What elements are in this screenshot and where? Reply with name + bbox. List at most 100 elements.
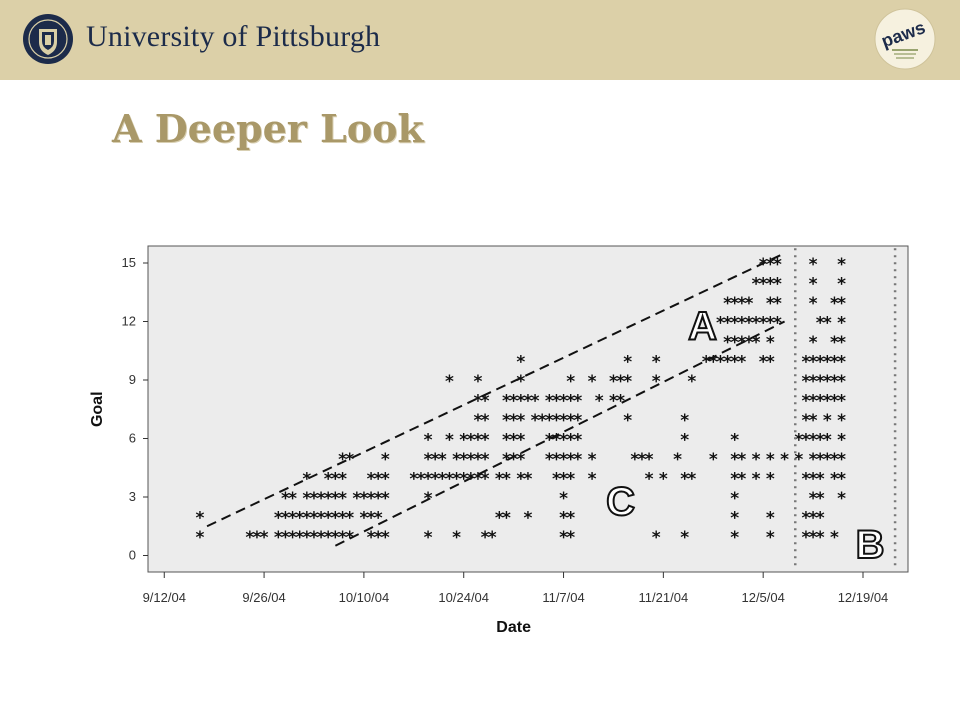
data-point: * xyxy=(730,431,739,451)
data-point: * xyxy=(730,353,739,373)
data-point: * xyxy=(766,528,775,548)
data-point: * xyxy=(438,450,447,470)
data-point: * xyxy=(302,528,311,548)
dashed-reference-line xyxy=(334,320,786,547)
data-point: * xyxy=(481,431,490,451)
data-point: * xyxy=(481,392,490,412)
y-tick-label: 3 xyxy=(129,489,136,504)
data-point: * xyxy=(830,392,839,412)
data-point: * xyxy=(502,392,511,412)
y-axis-label: Goal xyxy=(89,391,106,427)
data-point: * xyxy=(260,528,269,548)
data-point: * xyxy=(516,372,525,392)
data-point: * xyxy=(573,411,582,431)
data-point: * xyxy=(802,528,811,548)
data-point: * xyxy=(253,528,262,548)
data-point: * xyxy=(823,372,832,392)
data-point: * xyxy=(424,431,433,451)
data-point: * xyxy=(295,509,304,529)
data-point: * xyxy=(331,509,340,529)
data-point: * xyxy=(359,489,368,509)
goal-date-scatter-chart: 0 3 6 9 12 15 9/12/04 9/26/04 10/10/04 10/24/04 11… xyxy=(89,245,909,636)
data-point: * xyxy=(837,314,846,334)
data-point: * xyxy=(566,411,575,431)
y-tick-label: 6 xyxy=(129,431,136,446)
data-point: * xyxy=(559,470,568,490)
data-point: * xyxy=(766,294,775,314)
data-point: * xyxy=(374,528,383,548)
data-point: * xyxy=(274,528,283,548)
data-point: * xyxy=(502,431,511,451)
data-point: * xyxy=(809,450,818,470)
data-point: * xyxy=(367,509,376,529)
data-point: * xyxy=(431,450,440,470)
data-point: * xyxy=(773,255,782,275)
header-banner: University of Pittsburgh paws xyxy=(0,0,960,80)
data-point: * xyxy=(559,431,568,451)
data-point: * xyxy=(744,294,753,314)
data-point: * xyxy=(502,411,511,431)
x-tick-label: 10/24/04 xyxy=(438,590,489,605)
data-point: * xyxy=(338,470,347,490)
data-point: * xyxy=(766,314,775,334)
data-point: * xyxy=(452,528,461,548)
data-point: * xyxy=(752,314,761,334)
data-point: * xyxy=(523,470,532,490)
data-point: * xyxy=(573,392,582,412)
data-point: * xyxy=(816,392,825,412)
data-point: * xyxy=(281,509,290,529)
region-label: A xyxy=(688,304,717,348)
data-point: * xyxy=(552,450,561,470)
data-point: * xyxy=(702,353,711,373)
data-point: * xyxy=(794,431,803,451)
data-point: * xyxy=(802,411,811,431)
data-point: * xyxy=(802,509,811,529)
data-point: * xyxy=(588,372,597,392)
data-point: * xyxy=(680,470,689,490)
data-point: * xyxy=(730,509,739,529)
data-point: * xyxy=(823,314,832,334)
data-point: * xyxy=(466,470,475,490)
data-point: * xyxy=(759,275,768,295)
data-point: * xyxy=(744,314,753,334)
data-point: * xyxy=(730,333,739,353)
data-point: * xyxy=(302,509,311,529)
data-point: * xyxy=(716,314,725,334)
data-point: * xyxy=(516,411,525,431)
data-point: * xyxy=(409,470,418,490)
data-point: * xyxy=(566,528,575,548)
x-tick-label: 11/21/04 xyxy=(639,590,689,605)
data-point: * xyxy=(288,509,297,529)
data-point: * xyxy=(481,450,490,470)
data-point: * xyxy=(566,372,575,392)
y-tick-label: 12 xyxy=(122,314,136,329)
data-point: * xyxy=(709,450,718,470)
data-point: * xyxy=(559,411,568,431)
data-point: * xyxy=(802,353,811,373)
data-point: * xyxy=(809,392,818,412)
data-point: * xyxy=(830,470,839,490)
dashed-reference-line xyxy=(206,252,785,528)
data-point: * xyxy=(516,431,525,451)
data-point: * xyxy=(195,528,204,548)
data-point: * xyxy=(766,333,775,353)
data-point: * xyxy=(573,450,582,470)
data-point: * xyxy=(680,431,689,451)
data-point: * xyxy=(338,509,347,529)
data-point: * xyxy=(381,450,390,470)
data-point: * xyxy=(766,353,775,373)
data-point: * xyxy=(445,470,454,490)
data-point: * xyxy=(809,294,818,314)
data-point: * xyxy=(445,372,454,392)
data-point: * xyxy=(195,509,204,529)
data-point: * xyxy=(752,470,761,490)
data-point: * xyxy=(281,489,290,509)
data-point: * xyxy=(830,450,839,470)
data-point: * xyxy=(823,392,832,412)
data-point: * xyxy=(759,353,768,373)
data-point: * xyxy=(516,353,525,373)
data-point: * xyxy=(837,450,846,470)
data-point: * xyxy=(730,294,739,314)
data-point: * xyxy=(359,509,368,529)
data-point: * xyxy=(816,450,825,470)
